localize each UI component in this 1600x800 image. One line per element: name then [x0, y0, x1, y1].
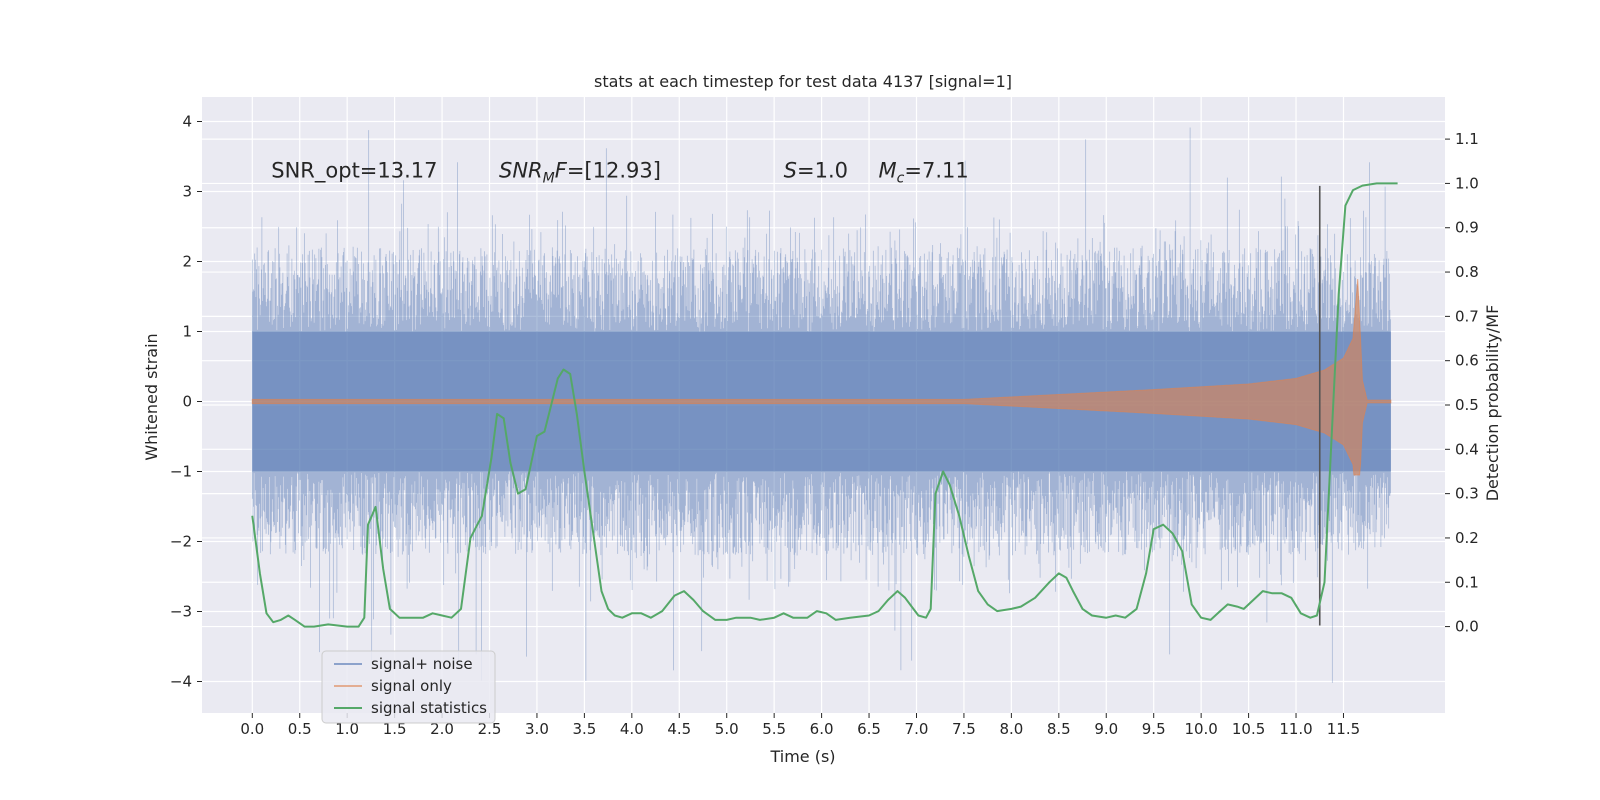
chart-title: stats at each timestep for test data 413…	[594, 72, 1012, 91]
y2-tick-label: 0.2	[1455, 529, 1479, 547]
x-tick-label: 10.0	[1184, 720, 1217, 738]
annotation-text: Mc=7.11	[879, 159, 969, 187]
legend-label-signal-statistics: signal statistics	[371, 699, 487, 717]
x-tick-label: 3.5	[572, 720, 596, 738]
x-tick-label: 10.5	[1232, 720, 1265, 738]
x-tick-label: 7.5	[952, 720, 976, 738]
x-axis-label: Time (s)	[769, 747, 835, 766]
x-tick-label: 2.0	[430, 720, 454, 738]
x-tick-label: 9.0	[1094, 720, 1118, 738]
series-signal-statistics	[251, 182, 1398, 628]
y-tick-label: 3	[182, 183, 192, 201]
y2-tick-label: 0.5	[1455, 396, 1479, 414]
y-tick-label: 0	[182, 393, 192, 411]
y2-tick-label: 0.8	[1455, 263, 1479, 281]
x-tick-label: 11.5	[1327, 720, 1360, 738]
y2-tick-label: 1.1	[1455, 130, 1479, 148]
annotations: SNR_opt=13.17 SNRMF=[12.93] S=1.0 Mc=7.11	[271, 159, 968, 187]
x-tick-label: 3.0	[525, 720, 549, 738]
annotation-text: SNR_opt=13.17	[271, 159, 437, 184]
y2-axis-label: Detection probability/MF	[1483, 305, 1502, 502]
y-tick-label: −2	[170, 533, 192, 551]
y-tick-label: 4	[182, 113, 192, 131]
legend-label-signal-noise: signal+ noise	[371, 655, 473, 673]
y-axis-label: Whitened strain	[142, 333, 161, 460]
x-tick-label: 0.5	[288, 720, 312, 738]
x-tick-label: 11.0	[1279, 720, 1312, 738]
x-tick-label: 4.0	[620, 720, 644, 738]
x-tick-label: 7.0	[905, 720, 929, 738]
x-axis-ticks: 0.0 0.5 1.0 1.5 2.0 2.5 3.0 3.5 4.0 4.5 5.0 5.5 6.0 6…	[240, 713, 1360, 738]
x-tick-label: 9.5	[1142, 720, 1166, 738]
x-tick-label: 5.0	[715, 720, 739, 738]
x-tick-label: 1.5	[383, 720, 407, 738]
y-tick-label: 1	[182, 323, 192, 341]
annotation-text: SNRMF=[12.93]	[499, 159, 661, 187]
x-tick-label: 0.0	[240, 720, 264, 738]
y2-tick-label: 1.0	[1455, 174, 1479, 192]
x-tick-label: 4.5	[667, 720, 691, 738]
legend-box	[321, 650, 496, 724]
legend: signal+ noise signal only signal statist…	[321, 650, 496, 724]
y-axis-ticks: 4 3 2 1 0 −1 −2 −3 −4	[170, 113, 202, 691]
y2-tick-label: 0.9	[1455, 219, 1479, 237]
y2-tick-label: 0.3	[1455, 485, 1479, 503]
x-tick-label: 6.0	[810, 720, 834, 738]
y-tick-label: 2	[182, 253, 192, 271]
x-tick-label: 2.5	[478, 720, 502, 738]
legend-label-signal-only: signal only	[371, 677, 452, 695]
x-tick-label: 8.5	[1047, 720, 1071, 738]
y2-tick-label: 0.1	[1455, 573, 1479, 591]
x-tick-label: 1.0	[335, 720, 359, 738]
annotation-text: S=1.0	[784, 159, 848, 183]
y-tick-label: −1	[170, 463, 192, 481]
y2-tick-label: 0.7	[1455, 307, 1479, 325]
y2-tick-label: 0.6	[1455, 352, 1479, 370]
x-tick-label: 8.0	[999, 720, 1023, 738]
y2-tick-label: 0.0	[1455, 618, 1479, 636]
series-signal-only	[251, 278, 1392, 476]
y2-axis-ticks: 1.1 1.0 0.9 0.8 0.7 0.6 0.5 0.4 0.3 0.2 0.1 0.0	[1445, 130, 1479, 636]
x-tick-label: 6.5	[857, 720, 881, 738]
chirp-envelope	[251, 278, 1392, 476]
y2-tick-label: 0.4	[1455, 440, 1479, 458]
y-tick-label: −3	[170, 603, 192, 621]
x-tick-label: 5.5	[762, 720, 786, 738]
y-tick-label: −4	[170, 673, 192, 691]
